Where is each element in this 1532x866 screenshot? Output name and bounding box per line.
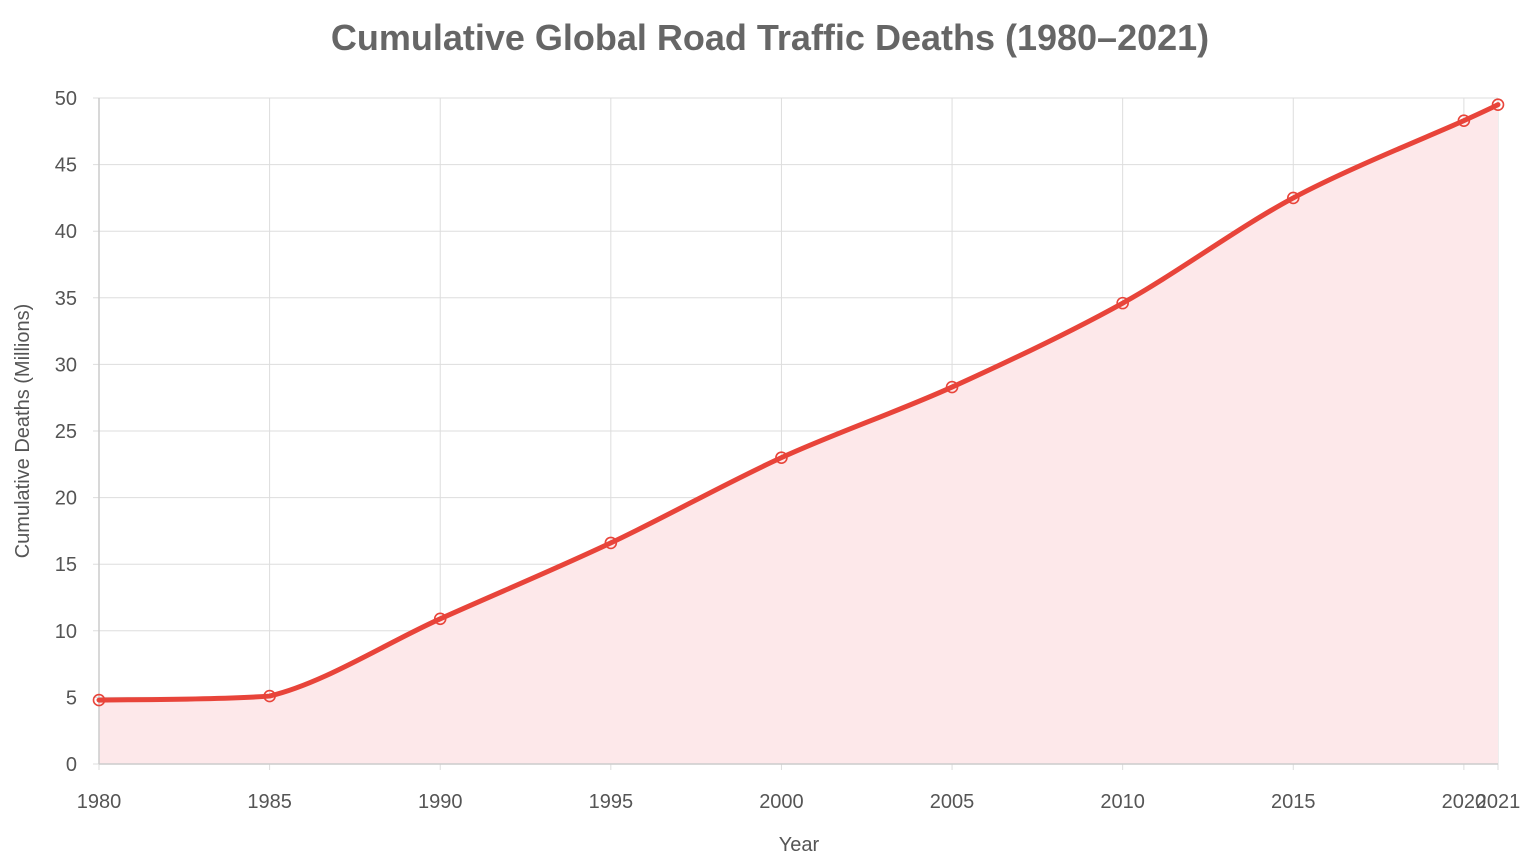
data-point bbox=[433, 612, 447, 626]
data-point bbox=[1491, 98, 1505, 111]
y-tick-label: 30 bbox=[55, 354, 77, 376]
x-tick-label: 2005 bbox=[930, 791, 975, 813]
data-point bbox=[604, 536, 618, 550]
area-fill bbox=[99, 104, 1498, 764]
axes bbox=[98, 98, 1498, 765]
y-axis-ticks: 0 5 10 15 20 25 30 35 40 45 50 bbox=[55, 88, 77, 776]
series-area bbox=[99, 104, 1498, 764]
y-tick-label: 10 bbox=[55, 621, 77, 643]
y-tick-label: 20 bbox=[55, 488, 77, 510]
y-tick-label: 45 bbox=[55, 155, 77, 177]
y-tick-label: 50 bbox=[55, 88, 77, 110]
y-tick-label: 35 bbox=[55, 288, 77, 310]
series-line-group bbox=[96, 102, 1501, 703]
data-point bbox=[1457, 114, 1471, 127]
x-tick-label: 2021 bbox=[1476, 791, 1521, 813]
x-tick-label: 2020 bbox=[1442, 791, 1487, 813]
x-tick-label: 2010 bbox=[1100, 791, 1145, 813]
x-tick-label: 1990 bbox=[418, 791, 463, 813]
y-tick-label: 25 bbox=[55, 421, 77, 443]
x-tick-label: 1985 bbox=[247, 791, 292, 813]
x-tick-label: 2015 bbox=[1271, 791, 1316, 813]
data-points bbox=[92, 98, 1505, 707]
data-point bbox=[1116, 296, 1129, 310]
series-line bbox=[96, 102, 1501, 703]
x-tick-label: 1980 bbox=[77, 791, 122, 813]
data-point bbox=[945, 380, 959, 394]
y-tick-label: 15 bbox=[55, 554, 77, 576]
data-point bbox=[1286, 191, 1300, 205]
chart-title: Cumulative Global Road Traffic Deaths (1… bbox=[331, 17, 1209, 58]
y-axis-title: Cumulative Deaths (Millions) bbox=[12, 304, 34, 559]
y-tick-label: 0 bbox=[66, 754, 77, 776]
x-axis-title: Year bbox=[779, 834, 820, 856]
x-tick-label: 1995 bbox=[589, 791, 634, 813]
y-tick-label: 5 bbox=[66, 687, 77, 709]
data-point bbox=[92, 693, 106, 707]
y-tick-label: 40 bbox=[55, 221, 77, 243]
data-point bbox=[775, 451, 788, 464]
x-tick-label: 2000 bbox=[759, 791, 804, 813]
data-point bbox=[263, 689, 276, 703]
